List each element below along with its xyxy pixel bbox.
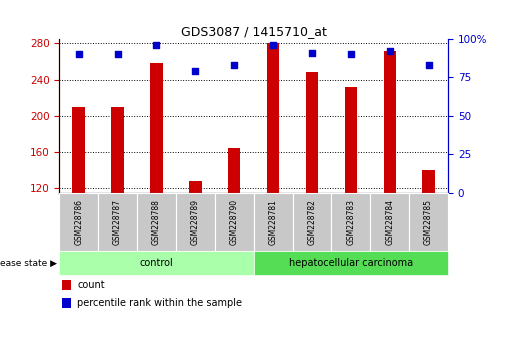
Text: hepatocellular carcinoma: hepatocellular carcinoma — [289, 258, 413, 268]
Bar — [384, 51, 396, 193]
Point — [269, 42, 277, 48]
Text: GSM228789: GSM228789 — [191, 199, 200, 245]
Bar — [267, 44, 279, 193]
Text: GSM228790: GSM228790 — [230, 199, 238, 245]
Bar — [189, 181, 201, 193]
Bar — [345, 87, 357, 193]
Text: GSM228782: GSM228782 — [307, 199, 316, 245]
Text: count: count — [77, 280, 105, 290]
Title: GDS3087 / 1415710_at: GDS3087 / 1415710_at — [181, 25, 327, 38]
Point — [308, 50, 316, 56]
Point — [424, 62, 433, 68]
Point — [152, 42, 161, 48]
Text: GSM228787: GSM228787 — [113, 199, 122, 245]
Point — [230, 62, 238, 68]
Point — [347, 52, 355, 57]
Text: percentile rank within the sample: percentile rank within the sample — [77, 298, 242, 308]
Text: control: control — [140, 258, 174, 268]
Text: GSM228788: GSM228788 — [152, 199, 161, 245]
Text: GSM228785: GSM228785 — [424, 199, 433, 245]
Point — [386, 48, 394, 54]
Point — [113, 52, 122, 57]
Text: GSM228784: GSM228784 — [385, 199, 394, 245]
Bar — [306, 73, 318, 193]
Bar — [73, 107, 85, 193]
Bar — [422, 170, 435, 193]
Bar — [228, 148, 241, 193]
Bar — [111, 107, 124, 193]
Point — [191, 68, 199, 74]
Text: GSM228781: GSM228781 — [269, 199, 278, 245]
Text: GSM228786: GSM228786 — [74, 199, 83, 245]
Bar — [150, 63, 163, 193]
Text: GSM228783: GSM228783 — [347, 199, 355, 245]
Text: disease state ▶: disease state ▶ — [0, 259, 57, 268]
Point — [75, 52, 83, 57]
